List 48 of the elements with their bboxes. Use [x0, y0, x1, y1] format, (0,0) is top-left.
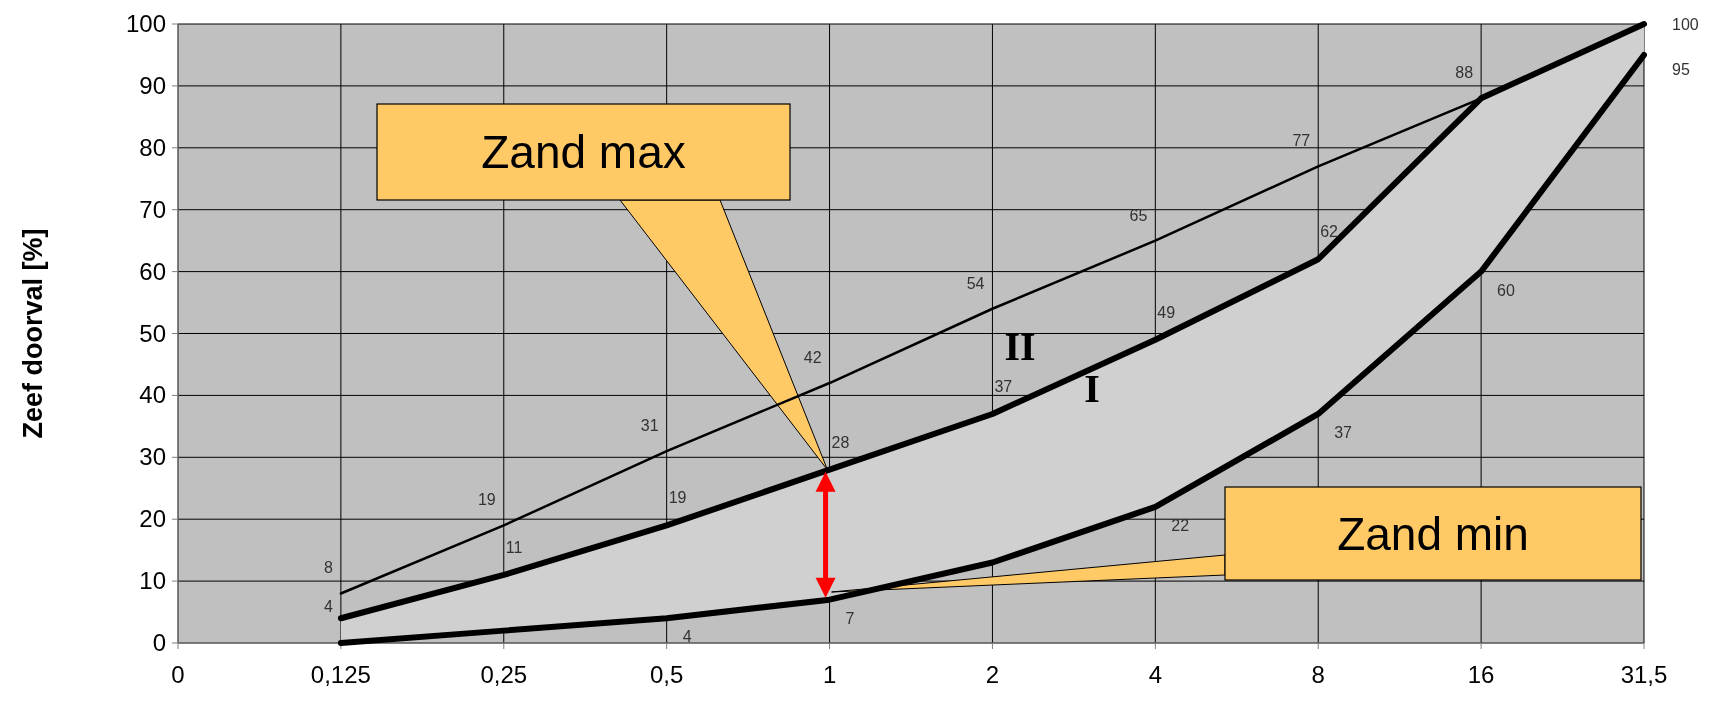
- data-label: 37: [994, 377, 1013, 395]
- annotation: I: [1084, 366, 1100, 411]
- data-label: 54: [966, 274, 985, 292]
- annotation: Zand max: [481, 126, 686, 178]
- data-label: 31: [640, 417, 659, 435]
- x-tick-label: 31,5: [1620, 661, 1668, 688]
- y-tick-label: 60: [139, 257, 166, 285]
- x-tick-label: 0,5: [649, 661, 684, 688]
- data-label: 28: [831, 433, 850, 451]
- y-tick-label: 0: [152, 629, 166, 656]
- y-tick-label: 50: [139, 319, 166, 347]
- y-tick-label: 10: [139, 567, 166, 595]
- data-label: 19: [668, 489, 687, 507]
- data-label: 100: [1672, 16, 1699, 33]
- data-label: 65: [1129, 206, 1148, 224]
- data-label: 37: [1334, 423, 1353, 441]
- y-tick-label: 100: [125, 10, 166, 37]
- x-tick-label: 8: [1311, 661, 1325, 688]
- y-axis-title: Zeef doorval [%]: [18, 228, 48, 439]
- y-tick-label: 40: [139, 381, 166, 409]
- data-label: 11: [505, 538, 523, 556]
- data-label: 22: [1171, 516, 1190, 534]
- data-label: 49: [1157, 303, 1176, 321]
- data-label: 42: [803, 349, 822, 367]
- y-tick-label: 30: [139, 443, 166, 471]
- data-label: 4: [323, 598, 333, 616]
- x-tick-label: 1: [822, 661, 837, 688]
- data-label: 62: [1320, 223, 1339, 241]
- y-tick-label: 90: [139, 71, 166, 99]
- x-tick-label: 16: [1467, 661, 1495, 688]
- annotation: Zand min: [1337, 507, 1529, 560]
- y-tick-label: 70: [139, 195, 166, 223]
- data-label: 60: [1497, 281, 1516, 299]
- data-label: 4: [682, 628, 692, 646]
- y-tick-label: 80: [139, 133, 166, 161]
- data-label: 7: [845, 609, 855, 627]
- data-label: 8: [323, 559, 333, 577]
- data-label: 77: [1292, 132, 1311, 150]
- data-label: 88: [1455, 64, 1474, 82]
- data-label: 19: [477, 491, 496, 509]
- x-tick-label: 0,125: [310, 661, 371, 688]
- y-tick-label: 20: [139, 505, 166, 533]
- x-tick-label: 4: [1148, 661, 1163, 688]
- x-tick-label: 0,25: [480, 661, 528, 688]
- x-tick-label: 2: [985, 661, 1000, 688]
- annotation: II: [1004, 324, 1036, 369]
- data-label: 95: [1672, 60, 1690, 78]
- x-tick-label: 0: [171, 661, 185, 688]
